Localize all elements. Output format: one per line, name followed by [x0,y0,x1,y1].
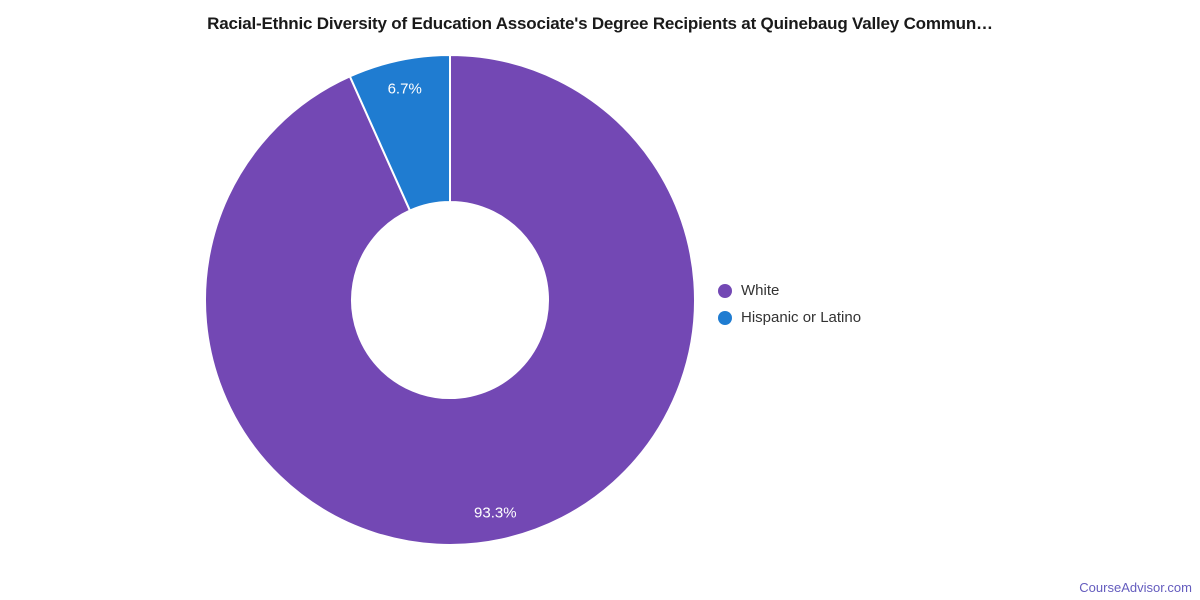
slice-value-label: 93.3% [474,504,517,521]
legend-item-white[interactable]: White [718,277,861,304]
legend-label-hispanic-or-latino: Hispanic or Latino [741,309,862,326]
legend: White Hispanic or Latino [718,277,861,331]
legend-swatch-white [718,283,732,298]
pie-slice-hispanic-or-latino[interactable] [348,54,451,212]
slice-value-label: 6.7% [388,80,422,97]
legend-swatch-hispanic-or-latino [718,310,732,325]
legend-label-white: White [741,282,780,299]
legend-item-hispanic-or-latino[interactable]: Hispanic or Latino [718,304,861,331]
chart-title: Racial-Ethnic Diversity of Education Ass… [207,14,993,33]
watermark-link[interactable]: CourseAdvisor.com [1079,580,1192,595]
pie-slice-white[interactable] [204,54,696,546]
